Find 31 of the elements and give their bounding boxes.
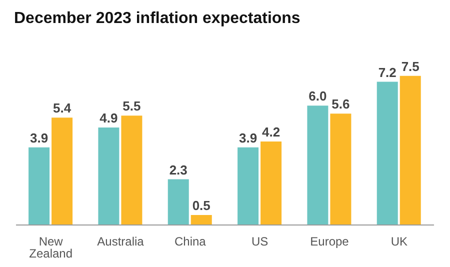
bar: [168, 179, 189, 225]
x-tick-label: China: [174, 234, 206, 249]
bar: [98, 128, 120, 225]
bar: [307, 106, 328, 225]
bar: [190, 215, 212, 225]
data-label: 2.3: [169, 162, 188, 178]
x-tick-label: Europe: [310, 234, 350, 249]
data-label: 5.5: [122, 98, 141, 114]
chart-title: December 2023 inflation expectations: [13, 9, 302, 29]
bar: [52, 118, 73, 225]
bar: [400, 76, 421, 225]
bar: [330, 114, 352, 225]
bar: [376, 82, 398, 225]
data-label: 5.6: [332, 96, 350, 112]
data-label: 5.4: [53, 100, 72, 116]
data-label: 3.9: [239, 130, 258, 146]
data-label: 7.5: [401, 58, 420, 74]
data-label: 4.9: [100, 110, 118, 126]
data-label: 4.2: [262, 124, 280, 140]
data-label: 0.5: [192, 198, 210, 214]
x-tick-label: US: [251, 234, 268, 249]
bar: [260, 141, 282, 225]
bar: [28, 147, 50, 225]
data-label: 7.2: [378, 64, 396, 80]
data-label: 3.9: [30, 130, 48, 146]
x-tick-label: Australia: [97, 234, 144, 249]
bar: [121, 116, 142, 225]
x-tick-label: New Zealand: [29, 234, 73, 261]
x-tick-label: UK: [390, 234, 408, 249]
bar: [238, 147, 259, 225]
data-label: 6.0: [308, 88, 327, 104]
